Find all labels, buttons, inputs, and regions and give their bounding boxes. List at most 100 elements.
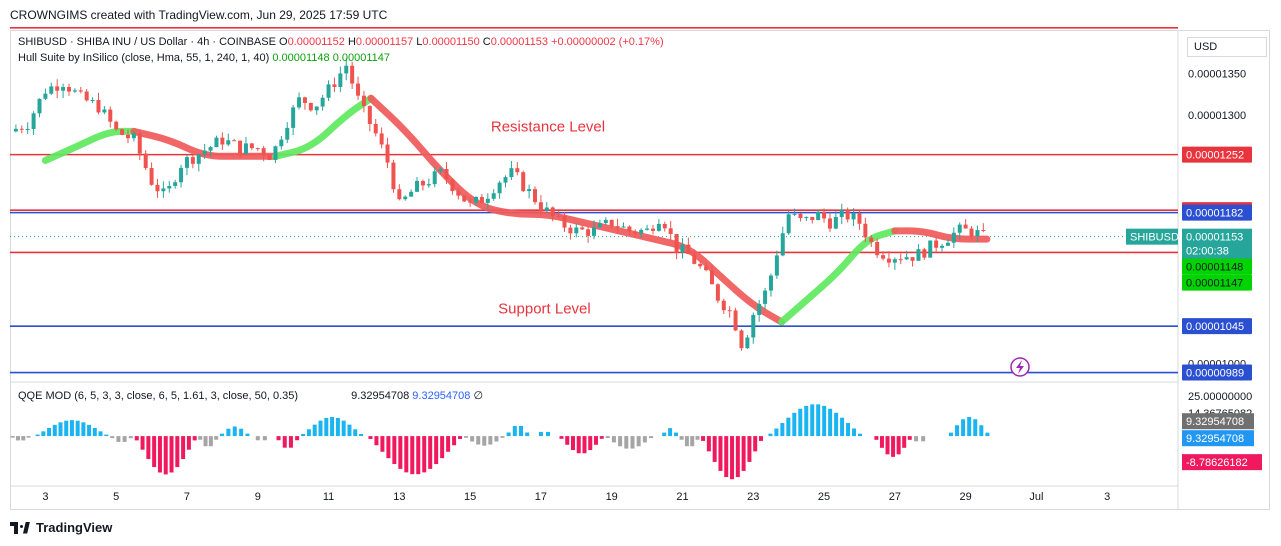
hull-legend[interactable]: Hull Suite by InSilico (close, Hma, 55, … [18,52,390,64]
candlestick [438,167,443,174]
candle-body [586,229,591,236]
candlestick [951,227,956,249]
candlestick [37,98,42,118]
qqe-bar [301,433,306,437]
qqe-tag-bg [1182,430,1254,447]
candlestick [751,312,756,344]
candle-body [768,275,773,291]
candlestick [179,164,184,188]
current-price-tag-bg [1182,228,1252,259]
qqe-bar [335,417,340,437]
symbol-legend[interactable]: SHIBUSD · SHIBA INU / US Dollar · 4h · C… [18,36,664,48]
candlestick [96,92,101,115]
candlestick [975,225,980,242]
candlestick [291,104,296,136]
candlestick [721,298,726,315]
qqe-tag-text: 9.32954708 [1186,433,1244,445]
candlestick [208,146,213,157]
chart-annotation: Support Level [498,301,591,318]
qqe-bar [410,436,415,475]
qqe-bar [203,436,208,447]
candle-body [143,153,148,169]
qqe-tag-bg [1182,413,1254,430]
candlestick [220,132,225,150]
candle-body [184,157,189,168]
candlestick [692,249,697,265]
candle-body [426,184,431,186]
candle-body [202,150,207,155]
candlestick [981,223,986,233]
candle-body [645,228,650,230]
lightning-icon[interactable] [1010,357,1030,377]
qqe-bar [458,436,463,440]
candlestick [580,224,585,230]
qqe-bar [35,434,40,437]
qqe-bar [593,436,598,445]
qqe-bar [599,436,604,439]
qqe-bar [128,436,133,439]
qqe-bar [434,436,439,465]
candle-body [356,83,361,96]
time-tick-label: 7 [184,491,190,503]
time-tick-label: 29 [960,491,972,503]
candle-body [881,255,886,259]
candle-body [680,244,685,253]
price-tick-label: 0.00001350 [1188,68,1246,80]
candlestick [680,238,685,259]
candle-body [786,214,791,234]
qqe-bar [380,436,385,452]
candlestick [190,154,195,169]
candle-body [810,216,815,221]
bar-countdown: 02:00:38 [1186,246,1229,258]
candle-body [827,218,832,229]
attribution: CROWNGIMS created with TradingView.com, … [10,8,388,22]
candlestick [509,160,514,181]
candlestick [108,106,113,128]
chart-annotation: Resistance Level [491,118,605,135]
qqe-bar [87,424,92,437]
qqe-bar [798,408,803,437]
qqe-bar [157,436,162,473]
qqe-bar [488,436,493,445]
candlestick [562,211,567,232]
candle-body [497,182,502,194]
candle-body [857,213,862,224]
qqe-value-1: 9.32954708 [351,390,410,402]
qqe-bar [368,436,373,440]
candle-body [845,209,850,220]
candle-body [774,255,779,276]
candle-body [833,217,838,229]
level-price-tag-bg [1182,204,1252,221]
qqe-bar [874,436,879,440]
qqe-bar [914,436,919,442]
candlestick [273,145,278,164]
candle-body [538,202,543,211]
candlestick [308,102,313,112]
currency-selector[interactable]: USD [1187,37,1267,57]
level-price-tag-text: 0.00001252 [1186,150,1244,162]
candlestick [320,94,325,111]
candle-body [763,290,768,304]
ohlc-value: 0.00001152 [287,36,345,48]
candlestick [450,178,455,195]
qqe-indicator-name: QQE MOD (6, 5, 3, 3, close, 6, 5, 1.61, … [18,390,299,402]
candle-body [190,157,195,164]
qqe-bar [134,436,139,441]
qqe-bar [262,436,267,441]
qqe-legend[interactable]: QQE MOD (6, 5, 3, 3, close, 6, 5, 1.61, … [18,389,483,402]
qqe-bar [747,436,752,462]
candlestick [338,66,343,93]
qqe-bar [679,436,684,440]
candlestick [297,92,302,110]
qqe-bar [630,436,635,449]
tradingview-logo[interactable]: TradingView [10,520,112,535]
candle-body [220,137,225,145]
level-price-tag-text: 0.00001045 [1186,321,1244,333]
hull-band-up [41,127,138,164]
hull-band-down [367,94,786,326]
qqe-bar [500,436,505,438]
time-tick-label: 15 [464,491,476,503]
qqe-axis-label: 25.00000000 [1188,391,1252,403]
qqe-bar [735,436,740,478]
